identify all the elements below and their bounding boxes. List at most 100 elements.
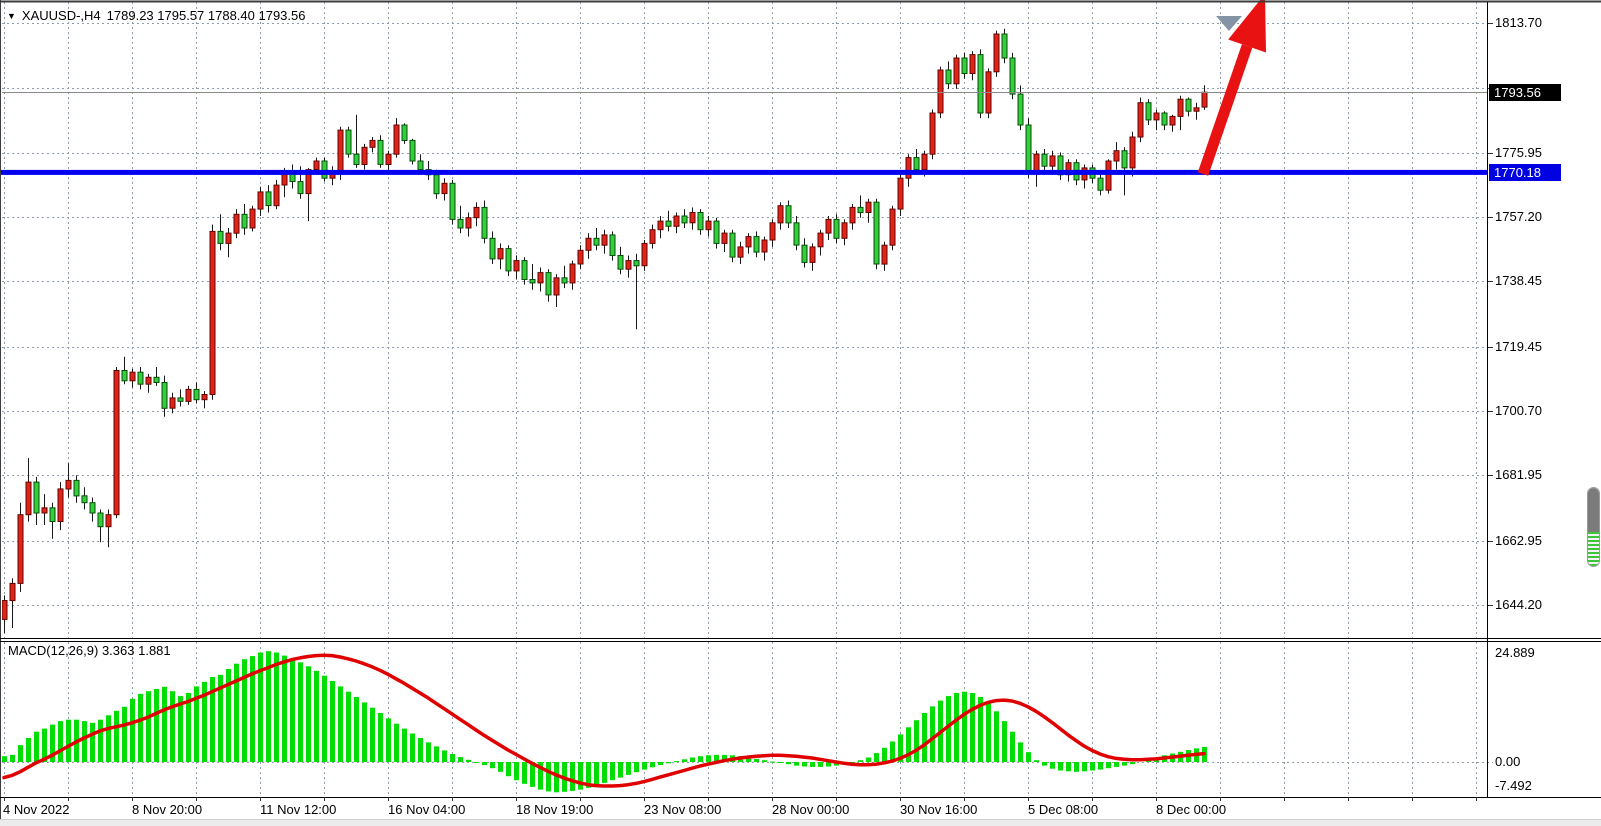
macd-histogram-bar bbox=[1010, 731, 1015, 762]
macd-histogram-bar bbox=[170, 691, 175, 762]
time-axis-label: 28 Nov 00:00 bbox=[772, 802, 850, 817]
candle-bullish bbox=[2, 600, 8, 620]
macd-histogram-bar bbox=[138, 693, 143, 762]
macd-histogram-bar bbox=[554, 762, 559, 793]
macd-histogram-bar bbox=[474, 762, 479, 763]
macd-histogram-bar bbox=[122, 706, 127, 762]
macd-histogram-bar bbox=[578, 762, 583, 790]
macd-histogram-bar bbox=[530, 762, 535, 787]
candle-bullish bbox=[185, 388, 192, 402]
macd-histogram-bar bbox=[226, 669, 231, 762]
macd-histogram-bar bbox=[1042, 762, 1047, 766]
macd-histogram-bar bbox=[890, 741, 895, 762]
macd-histogram-bar bbox=[1018, 742, 1023, 762]
macd-histogram-bar bbox=[146, 691, 151, 762]
candle-bearish bbox=[1161, 112, 1168, 126]
macd-histogram-bar bbox=[698, 756, 703, 762]
candle-bullish bbox=[145, 376, 152, 385]
macd-histogram-bar bbox=[1106, 762, 1111, 769]
candle-bullish bbox=[9, 582, 16, 602]
candle-bearish bbox=[521, 260, 528, 281]
candle-bearish bbox=[945, 69, 952, 85]
time-axis-label: 18 Nov 19:00 bbox=[516, 802, 594, 817]
macd-histogram-bar bbox=[98, 719, 103, 762]
candle-bearish bbox=[1185, 98, 1192, 112]
macd-histogram-bar bbox=[322, 675, 327, 762]
trend-arrow-head[interactable] bbox=[1228, 0, 1266, 53]
macd-histogram-bar bbox=[986, 703, 991, 762]
macd-histogram-bar bbox=[898, 734, 903, 762]
candle-bearish bbox=[1145, 102, 1152, 121]
candle-bullish bbox=[769, 222, 776, 241]
macd-histogram-bar bbox=[1090, 762, 1095, 771]
candle-bullish bbox=[905, 157, 912, 179]
macd-histogram-bar bbox=[786, 762, 791, 765]
candle-bullish bbox=[361, 146, 368, 166]
candle-bullish bbox=[641, 242, 648, 267]
candle-bearish bbox=[417, 160, 424, 171]
scrollbar-thumb-grip[interactable] bbox=[1588, 488, 1599, 532]
candle-bearish bbox=[913, 157, 920, 171]
candle-bullish bbox=[537, 272, 544, 284]
macd-histogram-bar bbox=[202, 681, 207, 762]
price-axis-label: 1775.95 bbox=[1495, 144, 1542, 160]
candle-bullish bbox=[1201, 91, 1208, 108]
candle-bearish bbox=[633, 260, 640, 267]
candle-bullish bbox=[737, 246, 744, 258]
candle-bullish bbox=[889, 208, 896, 246]
trend-arrow-shaft[interactable] bbox=[1197, 44, 1253, 176]
candle-bearish bbox=[97, 512, 104, 528]
candle-bearish bbox=[433, 174, 440, 195]
candle-bullish bbox=[497, 248, 504, 260]
macd-scale-label: -7.492 bbox=[1495, 778, 1532, 793]
price-axis-label: 1644.20 bbox=[1495, 596, 1542, 612]
macd-histogram-bar bbox=[58, 721, 63, 762]
ohlc-values-label: 1789.23 1795.57 1788.40 1793.56 bbox=[106, 8, 306, 23]
macd-histogram-bar bbox=[114, 710, 119, 762]
candle-bullish bbox=[257, 191, 264, 210]
macd-histogram-bar bbox=[306, 666, 311, 762]
macd-histogram-bar bbox=[1058, 762, 1063, 771]
candle-bearish bbox=[401, 124, 408, 141]
candle-bullish bbox=[745, 236, 752, 248]
macd-histogram-bar bbox=[962, 691, 967, 762]
macd-histogram-bar bbox=[162, 686, 167, 762]
candle-bullish bbox=[1177, 98, 1184, 117]
scrollbar-thumb[interactable] bbox=[1587, 487, 1600, 567]
macd-histogram-bar bbox=[706, 755, 711, 762]
support-line[interactable] bbox=[0, 169, 1487, 175]
candle-bearish bbox=[265, 191, 272, 207]
macd-histogram-bar bbox=[618, 762, 623, 778]
macd-histogram-bar bbox=[2, 756, 7, 762]
macd-histogram-bar bbox=[298, 662, 303, 762]
macd-histogram-bar bbox=[394, 723, 399, 762]
candle-bullish bbox=[273, 184, 280, 207]
macd-histogram-bar bbox=[954, 693, 959, 762]
macd-histogram-bar bbox=[722, 754, 727, 762]
macd-histogram-bar bbox=[586, 762, 591, 788]
candle-bearish bbox=[617, 255, 624, 270]
time-axis-label: 4 Nov 2022 bbox=[3, 802, 70, 817]
candle-bullish bbox=[761, 239, 768, 253]
candle-bearish bbox=[593, 237, 600, 246]
macd-histogram-bar bbox=[754, 758, 759, 762]
macd-histogram-bar bbox=[1050, 762, 1055, 769]
candle-bearish bbox=[297, 181, 304, 195]
macd-histogram-bar bbox=[690, 757, 695, 762]
macd-histogram-bar bbox=[1074, 762, 1079, 772]
candle-bullish bbox=[441, 182, 448, 195]
macd-histogram-bar bbox=[178, 696, 183, 762]
current-price-badge: 1793.56 bbox=[1489, 84, 1561, 101]
macd-histogram-bar bbox=[762, 760, 767, 762]
macd-histogram-bar bbox=[594, 762, 599, 786]
candle-bullish bbox=[553, 277, 560, 296]
price-axis-label: 1719.45 bbox=[1495, 338, 1542, 354]
candles-group bbox=[2, 28, 1208, 634]
candle-bearish bbox=[1121, 150, 1128, 169]
down-triangle-marker[interactable] bbox=[1216, 16, 1242, 31]
macd-histogram-bar bbox=[922, 713, 927, 762]
collapse-triangle-icon[interactable]: ▼ bbox=[7, 10, 16, 21]
candle-bullish bbox=[969, 54, 976, 74]
